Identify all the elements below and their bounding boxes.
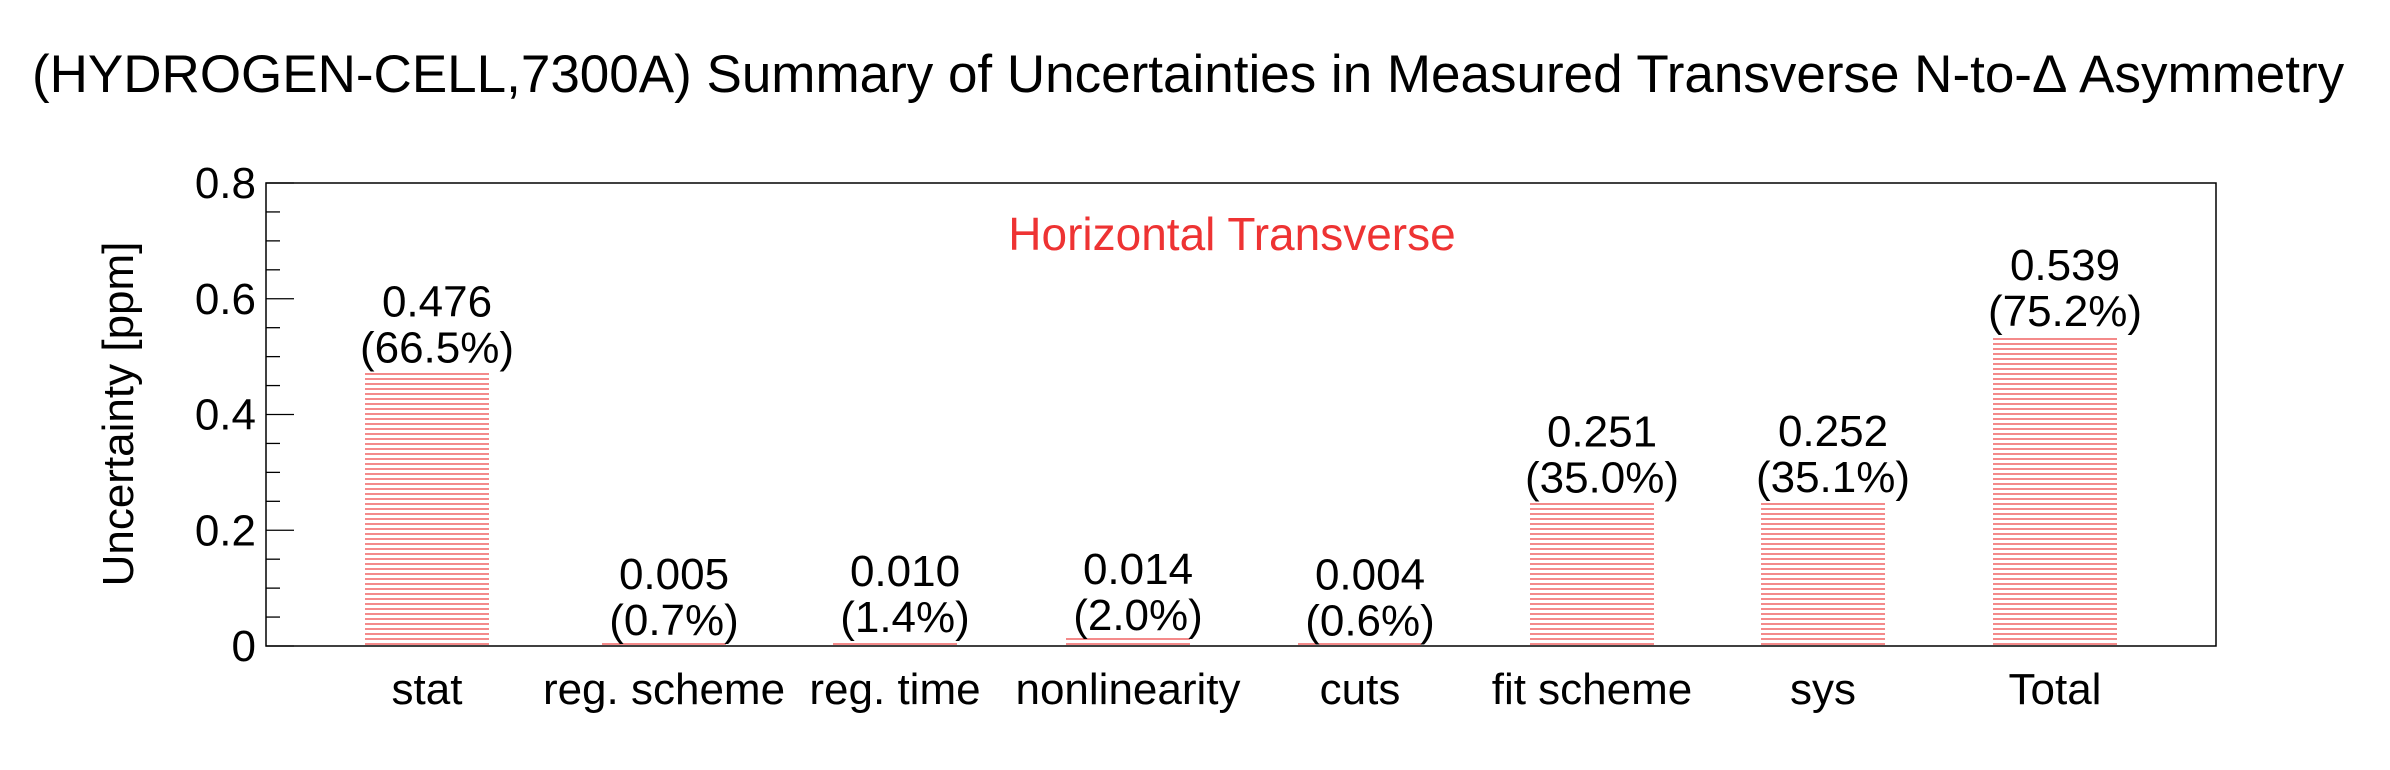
bar-value-label: 0.010	[850, 547, 960, 596]
x-tick-label: Total	[2009, 665, 2102, 714]
x-tick-label: nonlinearity	[1015, 665, 1240, 714]
chart-annotation: Horizontal Transverse	[1008, 208, 1455, 260]
y-tick-label: 0.2	[195, 506, 256, 555]
bars	[365, 338, 2117, 645]
bar-value-label: 0.252	[1778, 407, 1888, 456]
bar	[1761, 503, 1885, 645]
x-tick-label: reg. time	[809, 665, 980, 714]
bar-percent-label: (66.5%)	[360, 324, 514, 373]
chart-title: (HYDROGEN-CELL,7300A) Summary of Uncerta…	[32, 45, 2345, 104]
bar-value-label: 0.539	[2010, 241, 2120, 290]
x-tick-label: cuts	[1320, 665, 1401, 714]
bar-percent-label: (0.7%)	[609, 596, 739, 645]
y-axis: 0 0.2 0.4 0.6 0.8	[195, 159, 294, 671]
x-axis-labels: stat reg. scheme reg. time nonlinearity cuts…	[392, 665, 2102, 714]
y-tick-label: 0.6	[195, 275, 256, 324]
bar-percent-label: (2.0%)	[1073, 591, 1203, 640]
bar-percent-label: (0.6%)	[1305, 597, 1435, 646]
y-tick-label: 0.4	[195, 391, 256, 440]
bar-percent-label: (35.0%)	[1525, 454, 1679, 503]
bar-value-label: 0.005	[619, 550, 729, 599]
y-tick-label: 0.8	[195, 159, 256, 208]
y-axis-label: Uncertainty [ppm]	[94, 242, 143, 587]
bar	[1993, 338, 2117, 645]
x-tick-label: fit scheme	[1492, 665, 1693, 714]
x-tick-label: stat	[392, 665, 463, 714]
bar-percent-label: (1.4%)	[840, 593, 970, 642]
bar-value-label: 0.004	[1315, 551, 1425, 600]
data-labels: 0.476(66.5%)0.005(0.7%)0.010(1.4%)0.014(…	[360, 241, 2142, 646]
bar-percent-label: (75.2%)	[1988, 287, 2142, 336]
bar	[365, 373, 489, 645]
bar-value-label: 0.014	[1083, 545, 1193, 594]
bar	[1066, 638, 1190, 645]
bar	[1530, 503, 1654, 645]
x-tick-label: sys	[1790, 665, 1856, 714]
bar-value-label: 0.476	[382, 278, 492, 327]
x-tick-label: reg. scheme	[543, 665, 785, 714]
bar-percent-label: (35.1%)	[1756, 453, 1910, 502]
y-tick-label: 0	[232, 622, 256, 671]
bar-value-label: 0.251	[1547, 408, 1657, 457]
